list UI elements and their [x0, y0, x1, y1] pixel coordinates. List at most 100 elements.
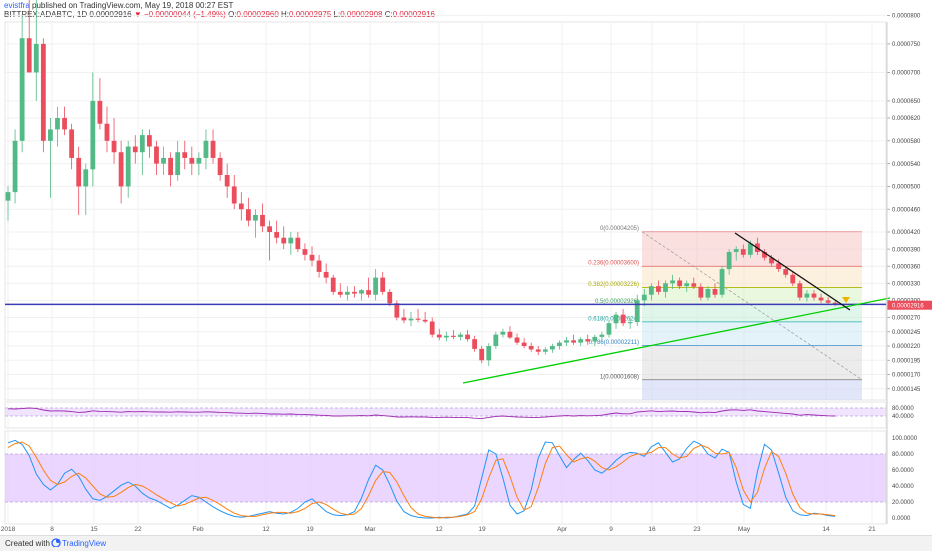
support-trendline: [462, 297, 891, 384]
candle-body: [656, 286, 661, 292]
candle-body: [40, 43, 46, 141]
x-tick-label: Mar: [364, 526, 376, 533]
candle-body: [161, 157, 166, 164]
x-tick-label: 19: [478, 526, 486, 533]
x-tick-label: 2018: [1, 526, 16, 533]
x-tick-label: 12: [262, 526, 270, 533]
candle-body: [422, 319, 428, 322]
candle-body: [479, 348, 485, 361]
stoch-tick-label: 40.0000: [892, 484, 914, 490]
candle-body: [210, 140, 216, 158]
candle-body: [238, 203, 244, 210]
open-value: 0.00002960: [236, 10, 279, 19]
candle-body: [500, 331, 506, 335]
fib-zone-band: [642, 304, 862, 322]
candle-body: [359, 290, 364, 294]
open-label: O:: [228, 10, 237, 19]
y-tick-label: 0.0000390: [892, 247, 921, 253]
y-tick-label: 0.0000620: [892, 116, 921, 122]
x-tick-label: 23: [693, 526, 701, 533]
last-price: 0.00002916: [89, 10, 132, 19]
candle-body: [613, 314, 619, 324]
candle-body: [139, 135, 145, 153]
y-tick-label: 0.0000220: [892, 344, 921, 350]
candle-body: [19, 38, 25, 141]
rsi-pane: [4, 401, 887, 429]
fib-zone-band: [642, 266, 862, 288]
x-tick-label: 21: [868, 526, 876, 533]
candle-body: [104, 123, 110, 141]
change-value: ▼ −0.00000044 (−1.49%): [133, 10, 226, 19]
candle-body: [76, 157, 82, 187]
stoch-tick-label: 0.0000: [892, 516, 911, 522]
high-label: H:: [281, 10, 290, 19]
y-tick-label: 0.0000245: [892, 330, 921, 336]
candle-body: [189, 157, 195, 164]
candle-body: [783, 269, 789, 275]
tradingview-logo-icon: [51, 538, 61, 547]
published-text: published on TradingView.com, May 19, 20…: [32, 1, 234, 10]
candle-body: [493, 334, 499, 347]
candle-body: [564, 340, 569, 343]
candle-body: [387, 291, 393, 304]
candle-body: [69, 129, 75, 158]
y-tick-label: 0.0000650: [892, 99, 921, 105]
candle-body: [5, 192, 11, 201]
candle-body: [705, 289, 711, 298]
candle-body: [606, 323, 612, 335]
candle-body: [12, 140, 18, 193]
x-tick-label: Apr: [557, 526, 568, 533]
candle-body: [443, 335, 449, 338]
ohlc-line: BITTREX:ADABTC, 1D 0.00002916 ▼ −0.00000…: [4, 10, 435, 19]
candle-body: [733, 249, 739, 252]
tradingview-link[interactable]: TradingView: [62, 539, 107, 548]
close-label: C:: [384, 10, 393, 19]
candle-body: [132, 146, 138, 153]
close-value: 0.00002916: [392, 10, 435, 19]
candle-body: [394, 303, 400, 318]
marker-arrow-icon: [842, 297, 850, 303]
fib-level-label: 0.382(0.00003226): [588, 282, 639, 288]
rsi-tick-label: 80.0000: [892, 406, 914, 412]
candle-body: [458, 334, 463, 337]
last-price-label: 0.00002916: [892, 304, 924, 310]
x-tick-label: May: [738, 526, 751, 533]
x-tick-label: 12: [435, 526, 443, 533]
candle-body: [33, 43, 39, 73]
candle-body: [281, 237, 287, 244]
candle-body: [514, 337, 520, 343]
candle-body: [472, 339, 478, 349]
x-tick-label: 14: [822, 526, 830, 533]
stoch-tick-label: 20.0000: [892, 500, 914, 506]
candle-body: [726, 251, 732, 270]
candle-body: [90, 100, 96, 170]
chart-canvas[interactable]: 2018 8 15 22 Feb 12 19 Mar 12 19 Apr 9 16 23 May 14 21 0.…: [0, 0, 932, 535]
author-link[interactable]: evistfra: [4, 1, 30, 10]
candle-body: [245, 209, 251, 221]
candle-body: [401, 317, 407, 321]
y-tick-label: 0.0000580: [892, 139, 921, 145]
candle-body: [465, 334, 470, 340]
x-tick-label: 15: [90, 526, 98, 533]
candle-body: [253, 214, 258, 221]
chart-header: evistfra published on TradingView.com, M…: [4, 0, 864, 20]
candle-body: [125, 146, 131, 187]
candle-body: [769, 257, 774, 264]
candle-body: [118, 152, 124, 187]
footer-bar: Created with TradingView: [0, 535, 932, 551]
rsi-line: [7, 407, 836, 420]
candle-body: [154, 146, 159, 164]
candle-body: [549, 346, 555, 350]
candle-body: [182, 152, 188, 158]
candle-body: [719, 269, 725, 295]
candle-body: [344, 291, 350, 295]
candle-body: [585, 339, 591, 342]
candle-body: [825, 300, 831, 303]
fib-level-label: 0.5(0.00002926): [595, 299, 639, 305]
fib-zone-band: [642, 345, 862, 380]
stoch-tick-label: 80.0000: [892, 452, 914, 458]
fib-zone-band: [642, 321, 862, 346]
candle-body: [323, 271, 329, 278]
x-tick-label: 9: [609, 526, 613, 533]
resistance-trendline: [734, 232, 851, 311]
